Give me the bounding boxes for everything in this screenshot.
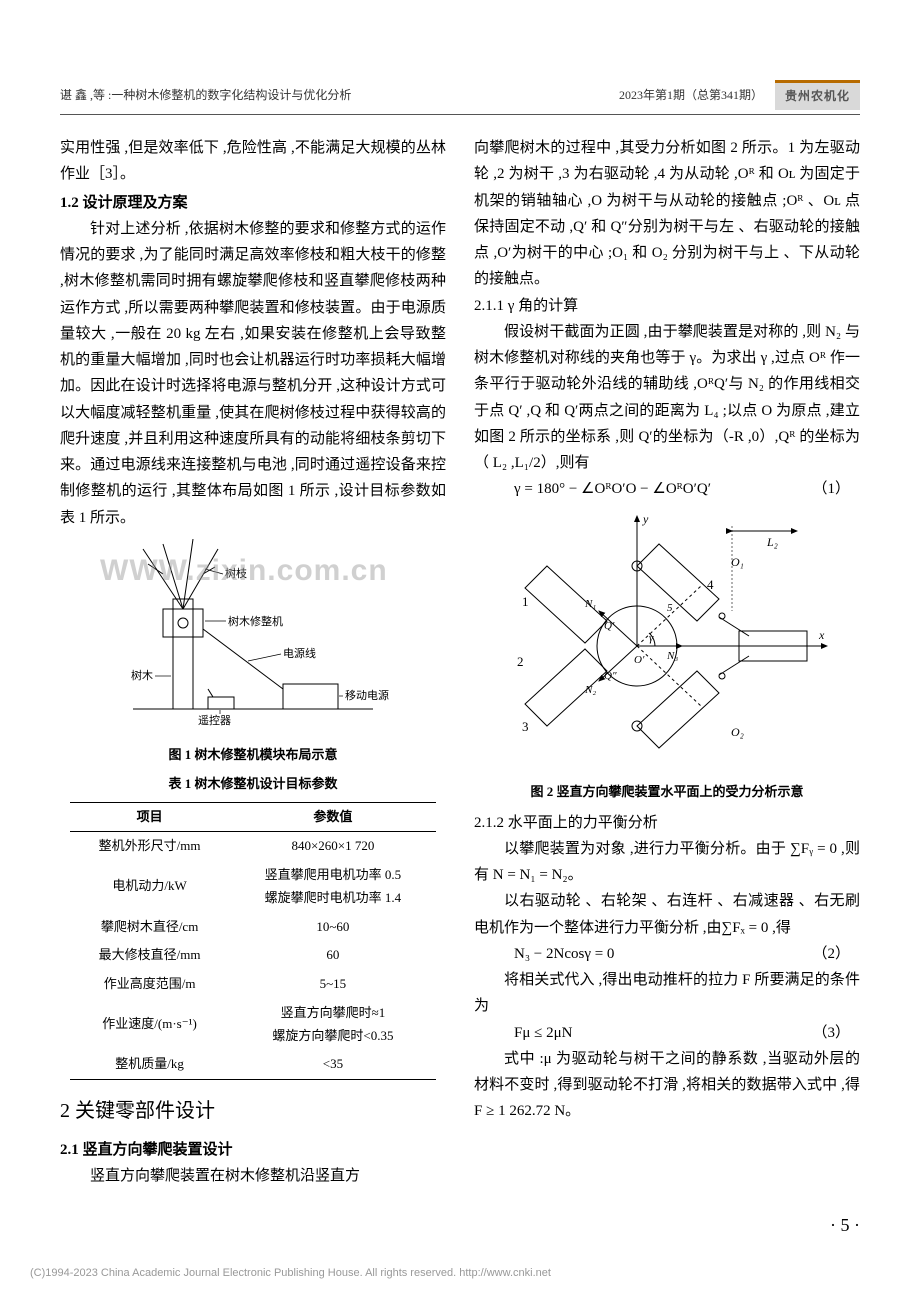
svg-text:y: y <box>642 512 649 526</box>
table-cell: 整机外形尺寸/mm <box>70 832 230 861</box>
svg-text:5: 5 <box>667 602 673 614</box>
svg-text:Q′: Q′ <box>604 620 615 632</box>
svg-text:树枝: 树枝 <box>225 566 247 580</box>
header-author-title: 谌 鑫 ,等 :一种树木修整机的数字化结构设计与优化分析 <box>60 85 351 106</box>
table-cell: 60 <box>229 941 436 970</box>
table-1-caption: 表 1 树木修整机设计目标参数 <box>60 773 446 796</box>
svg-text:2: 2 <box>517 654 524 669</box>
figure-1-svg: 树枝 树木修整机 电源线 树木 移动电源 遥控器 <box>113 539 393 729</box>
table-1: 项目 参数值 整机外形尺寸/mm840×260×1 720电机动力/kW竖直攀爬… <box>70 802 437 1081</box>
svg-text:γ: γ <box>649 632 654 644</box>
heading-2: 2 关键零部件设计 <box>60 1094 446 1129</box>
table-row: 整机质量/kg<35 <box>70 1050 437 1079</box>
equation-2: N₃ − 2Ncosγ = 0 （2） <box>474 941 860 967</box>
svg-text:树木修整机: 树木修整机 <box>228 614 283 628</box>
table-row: 攀爬树木直径/cm10~60 <box>70 913 437 942</box>
svg-text:O₁: O₁ <box>731 555 744 569</box>
table-1-col-0: 项目 <box>70 802 230 832</box>
svg-text:L₂: L₂ <box>766 535 778 549</box>
table-cell: 竖直方向攀爬时≈1 螺旋方向攀爬时<0.35 <box>229 999 436 1051</box>
page-number: · 5 · <box>60 1210 860 1242</box>
left-column: 实用性强 ,但是效率低下 ,危险性高 ,不能满足大规模的丛林作业［3］。 1.2… <box>60 135 446 1190</box>
header-issue: 2023年第1期（总第341期） <box>619 85 763 106</box>
svg-text:N₃: N₃ <box>666 650 678 662</box>
table-cell: 竖直攀爬用电机功率 0.5 螺旋攀爬时电机功率 1.4 <box>229 861 436 913</box>
paragraph-2-1-1: 假设树干截面为正圆 ,由于攀爬装置是对称的 ,则 N₂ 与树木修整机对称线的夹角… <box>474 319 860 477</box>
heading-2-1: 2.1 竖直方向攀爬装置设计 <box>60 1137 446 1163</box>
svg-text:移动电源: 移动电源 <box>345 688 389 702</box>
svg-text:树木: 树木 <box>131 668 153 682</box>
intro-paragraph-cont: 实用性强 ,但是效率低下 ,危险性高 ,不能满足大规模的丛林作业［3］。 <box>60 135 446 188</box>
page-header: 谌 鑫 ,等 :一种树木修整机的数字化结构设计与优化分析 2023年第1期（总第… <box>60 80 860 115</box>
header-right: 2023年第1期（总第341期） 贵州农机化 <box>619 80 860 110</box>
svg-text:x: x <box>818 628 825 642</box>
figure-2-svg: y x <box>487 511 847 766</box>
table-cell: 作业速度/(m·s⁻¹) <box>70 999 230 1051</box>
journal-badge: 贵州农机化 <box>775 80 860 110</box>
table-cell: 840×260×1 720 <box>229 832 436 861</box>
right-column: 向攀爬树木的过程中 ,其受力分析如图 2 所示。1 为左驱动轮 ,2 为树干 ,… <box>474 135 860 1190</box>
svg-text:N₁: N₁ <box>584 598 596 610</box>
paragraph-2-1-2-a: 以攀爬装置为对象 ,进行力平衡分析。由于 ∑Fᵧ = 0 ,则有 N = N₁ … <box>474 836 860 889</box>
heading-2-1-1: 2.1.1 γ 角的计算 <box>474 293 860 319</box>
svg-text:1: 1 <box>522 594 529 609</box>
figure-1-caption: 图 1 树木修整机模块布局示意 <box>60 744 446 767</box>
two-column-layout: 实用性强 ,但是效率低下 ,危险性高 ,不能满足大规模的丛林作业［3］。 1.2… <box>60 135 860 1190</box>
paragraph-2-1-cont: 向攀爬树木的过程中 ,其受力分析如图 2 所示。1 为左驱动轮 ,2 为树干 ,… <box>474 135 860 293</box>
table-cell: 5~15 <box>229 970 436 999</box>
table-row: 作业速度/(m·s⁻¹)竖直方向攀爬时≈1 螺旋方向攀爬时<0.35 <box>70 999 437 1051</box>
table-cell: 整机质量/kg <box>70 1050 230 1079</box>
svg-text:O₂: O₂ <box>731 725 744 739</box>
svg-text:电源线: 电源线 <box>283 646 316 660</box>
table-cell: 10~60 <box>229 913 436 942</box>
figure-2-caption: 图 2 竖直方向攀爬装置水平面上的受力分析示意 <box>474 781 860 804</box>
paragraph-2-1-2-d: 式中 :μ 为驱动轮与树干之间的静系数 ,当驱动外层的材料不变时 ,得到驱动轮不… <box>474 1046 860 1125</box>
table-row: 作业高度范围/m5~15 <box>70 970 437 999</box>
table-row: 电机动力/kW竖直攀爬用电机功率 0.5 螺旋攀爬时电机功率 1.4 <box>70 861 437 913</box>
svg-text:O′: O′ <box>634 654 645 666</box>
heading-1-2: 1.2 设计原理及方案 <box>60 190 446 216</box>
svg-text:Q″: Q″ <box>604 670 617 682</box>
svg-text:遥控器: 遥控器 <box>198 713 231 727</box>
svg-text:4: 4 <box>707 577 714 592</box>
paragraph-2-1: 竖直方向攀爬装置在树木修整机沿竖直方 <box>60 1163 446 1189</box>
table-1-header-row: 项目 参数值 <box>70 802 437 832</box>
heading-2-1-2: 2.1.2 水平面上的力平衡分析 <box>474 810 860 836</box>
paragraph-1-2: 针对上述分析 ,依据树木修整的要求和修整方式的运作情况的要求 ,为了能同时满足高… <box>60 216 446 531</box>
table-cell: 作业高度范围/m <box>70 970 230 999</box>
svg-text:N₂: N₂ <box>584 684 596 696</box>
table-cell: 攀爬树木直径/cm <box>70 913 230 942</box>
equation-2-number: （2） <box>812 941 850 967</box>
equation-3: Fμ ≤ 2μN （3） <box>474 1020 860 1046</box>
equation-3-number: （3） <box>812 1020 850 1046</box>
equation-1-body: γ = 180° − ∠OᴿO′O − ∠OᴿO′Q′ <box>514 476 711 502</box>
footer-copyright: (C)1994-2023 China Academic Journal Elec… <box>30 1264 551 1283</box>
table-cell: <35 <box>229 1050 436 1079</box>
equation-2-body: N₃ − 2Ncosγ = 0 <box>514 941 614 967</box>
paragraph-2-1-2-c: 将相关式代入 ,得出电动推杆的拉力 F 所要满足的条件为 <box>474 967 860 1020</box>
figure-2: y x <box>474 511 860 775</box>
table-1-col-1: 参数值 <box>229 802 436 832</box>
table-row: 最大修枝直径/mm60 <box>70 941 437 970</box>
table-cell: 最大修枝直径/mm <box>70 941 230 970</box>
equation-3-body: Fμ ≤ 2μN <box>514 1020 573 1046</box>
equation-1: γ = 180° − ∠OᴿO′O − ∠OᴿO′Q′ （1） <box>474 476 860 502</box>
table-cell: 电机动力/kW <box>70 861 230 913</box>
table-row: 整机外形尺寸/mm840×260×1 720 <box>70 832 437 861</box>
figure-1: WWW.zixin.com.cn <box>60 539 446 738</box>
paragraph-2-1-2-b: 以右驱动轮 、右轮架 、右连杆 、右减速器 、右无刷电机作为一个整体进行力平衡分… <box>474 888 860 941</box>
equation-1-number: （1） <box>812 476 850 502</box>
svg-text:3: 3 <box>522 719 529 734</box>
